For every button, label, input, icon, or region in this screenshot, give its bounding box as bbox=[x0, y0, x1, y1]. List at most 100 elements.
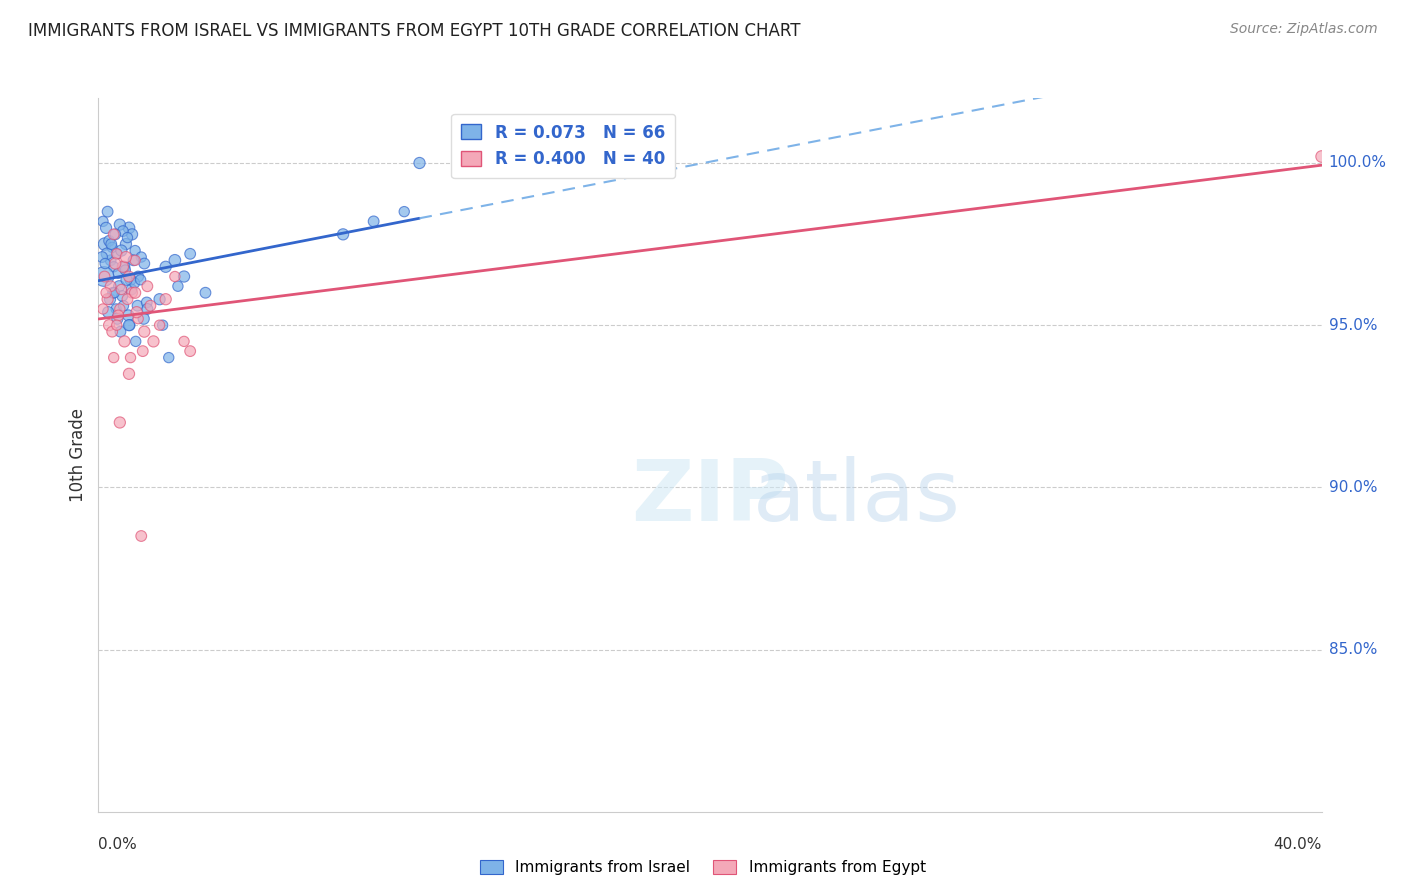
Point bbox=[91, 250, 114, 264]
Point bbox=[167, 279, 190, 293]
Point bbox=[142, 334, 165, 349]
Point bbox=[136, 301, 159, 316]
Point bbox=[108, 279, 131, 293]
Point bbox=[129, 250, 152, 264]
Point bbox=[117, 230, 139, 244]
Point bbox=[101, 240, 124, 254]
Point bbox=[129, 529, 152, 543]
Point bbox=[124, 253, 146, 268]
Point bbox=[91, 301, 114, 316]
Point bbox=[117, 292, 139, 306]
Point bbox=[173, 269, 195, 284]
Point bbox=[96, 247, 118, 261]
Point bbox=[194, 285, 217, 300]
Point bbox=[97, 305, 120, 319]
Point bbox=[105, 318, 128, 333]
Point bbox=[101, 325, 124, 339]
Text: ZIP: ZIP bbox=[631, 456, 789, 540]
Point bbox=[93, 269, 115, 284]
Point bbox=[112, 260, 135, 274]
Point bbox=[127, 269, 149, 284]
Point bbox=[97, 204, 120, 219]
Point bbox=[111, 260, 134, 274]
Point bbox=[363, 214, 385, 228]
Point bbox=[129, 273, 152, 287]
Point bbox=[332, 227, 354, 242]
Point bbox=[117, 309, 139, 323]
Point bbox=[132, 344, 155, 359]
Point bbox=[122, 253, 145, 268]
Point bbox=[139, 299, 162, 313]
Point bbox=[108, 416, 131, 430]
Point bbox=[98, 292, 121, 306]
Point bbox=[91, 214, 114, 228]
Point bbox=[93, 237, 115, 252]
Point bbox=[120, 283, 142, 297]
Text: atlas: atlas bbox=[752, 456, 960, 540]
Point bbox=[163, 269, 186, 284]
Point bbox=[120, 351, 142, 365]
Point bbox=[118, 220, 141, 235]
Point bbox=[115, 237, 138, 252]
Point bbox=[112, 299, 135, 313]
Point bbox=[118, 367, 141, 381]
Point bbox=[118, 318, 141, 333]
Point bbox=[149, 318, 172, 333]
Text: 95.0%: 95.0% bbox=[1329, 318, 1376, 333]
Point bbox=[111, 224, 134, 238]
Point bbox=[94, 256, 117, 270]
Point bbox=[101, 285, 124, 300]
Text: Source: ZipAtlas.com: Source: ZipAtlas.com bbox=[1230, 22, 1378, 37]
Text: 100.0%: 100.0% bbox=[1329, 155, 1386, 170]
Text: IMMIGRANTS FROM ISRAEL VS IMMIGRANTS FROM EGYPT 10TH GRADE CORRELATION CHART: IMMIGRANTS FROM ISRAEL VS IMMIGRANTS FRO… bbox=[28, 22, 800, 40]
Point bbox=[124, 244, 146, 258]
Point bbox=[100, 253, 122, 268]
Point bbox=[105, 301, 128, 316]
Point bbox=[111, 289, 134, 303]
Legend: R = 0.073   N = 66, R = 0.400   N = 40: R = 0.073 N = 66, R = 0.400 N = 40 bbox=[451, 113, 675, 178]
Point bbox=[114, 263, 136, 277]
Point bbox=[124, 276, 146, 290]
Point bbox=[408, 156, 430, 170]
Point bbox=[132, 311, 155, 326]
Point bbox=[93, 269, 115, 284]
Point bbox=[105, 247, 128, 261]
Point bbox=[124, 285, 146, 300]
Point bbox=[134, 256, 156, 270]
Point bbox=[392, 204, 416, 219]
Point bbox=[118, 269, 141, 284]
Point bbox=[125, 334, 148, 349]
Point bbox=[121, 227, 143, 242]
Point bbox=[179, 344, 201, 359]
Point bbox=[97, 292, 120, 306]
Point bbox=[98, 234, 121, 248]
Point bbox=[121, 285, 143, 300]
Point bbox=[127, 299, 149, 313]
Point bbox=[112, 334, 135, 349]
Point bbox=[173, 334, 195, 349]
Point bbox=[115, 273, 138, 287]
Point bbox=[152, 318, 174, 333]
Text: 40.0%: 40.0% bbox=[1274, 837, 1322, 852]
Point bbox=[127, 311, 149, 326]
Point bbox=[110, 325, 132, 339]
Point bbox=[110, 283, 132, 297]
Y-axis label: 10th Grade: 10th Grade bbox=[69, 408, 87, 502]
Text: 90.0%: 90.0% bbox=[1329, 480, 1376, 495]
Point bbox=[118, 318, 141, 333]
Point bbox=[108, 301, 131, 316]
Point bbox=[149, 292, 172, 306]
Text: 0.0%: 0.0% bbox=[98, 837, 138, 852]
Point bbox=[107, 309, 129, 323]
Point bbox=[103, 227, 125, 242]
Point bbox=[100, 279, 122, 293]
Point bbox=[98, 318, 121, 333]
Text: 85.0%: 85.0% bbox=[1329, 642, 1376, 657]
Point bbox=[100, 237, 122, 252]
Point bbox=[103, 260, 125, 274]
Point bbox=[105, 311, 128, 326]
Legend: Immigrants from Israel, Immigrants from Egypt: Immigrants from Israel, Immigrants from … bbox=[475, 855, 931, 880]
Point bbox=[157, 351, 180, 365]
Point bbox=[136, 279, 159, 293]
Point bbox=[94, 220, 117, 235]
